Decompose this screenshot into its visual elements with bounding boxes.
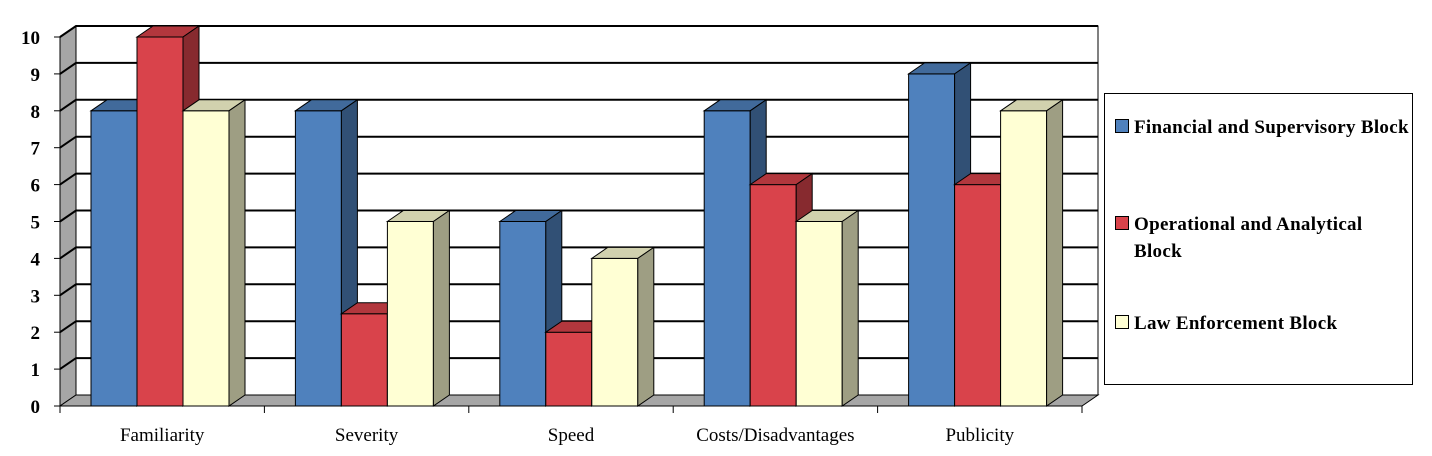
y-tick-label: 7 <box>31 139 41 160</box>
y-tick-label: 8 <box>31 102 41 123</box>
legend-label-financial: Financial and Supervisory Block <box>1134 117 1409 138</box>
gridline <box>59 61 1098 75</box>
y-tick-label: 5 <box>31 213 41 234</box>
category-label-severity: Severity <box>335 425 399 446</box>
bar-law-enforcement-block-publicity <box>998 98 1065 407</box>
category-label-costs-disadvantages: Costs/Disadvantages <box>696 425 854 446</box>
legend-swatch-financial <box>1115 119 1129 133</box>
y-tick-label: 6 <box>31 176 41 197</box>
bar-front <box>703 110 751 407</box>
bar-front <box>499 221 547 407</box>
legend-item-financial: Financial and Supervisory Block <box>1115 114 1414 141</box>
bar-law-enforcement-block-familiarity <box>181 98 247 407</box>
bar-front <box>908 73 956 407</box>
legend-label-operational: Operational and Analytical Block <box>1134 214 1363 262</box>
bar-front <box>545 331 593 407</box>
y-tick-label: 10 <box>21 28 40 49</box>
bar-front <box>954 184 1002 407</box>
bar-side <box>637 246 655 407</box>
legend-item-operational: Operational and Analytical Block <box>1115 211 1414 265</box>
category-label-speed: Speed <box>548 425 595 446</box>
legend-swatch-operational <box>1115 216 1129 230</box>
gridline <box>59 25 1098 38</box>
y-tick-label: 3 <box>31 286 41 307</box>
bar-side <box>1046 98 1064 407</box>
bar-front <box>591 257 639 407</box>
bar-front <box>294 110 342 407</box>
bar-law-enforcement-block-costs-disadvantages <box>794 209 860 407</box>
y-tick-label: 4 <box>31 249 41 270</box>
bar-front <box>90 110 138 407</box>
bar-front <box>340 313 388 407</box>
bar-side <box>841 209 859 407</box>
bar-front <box>749 184 797 407</box>
y-axis: 0 1 2 3 4 5 6 7 8 9 10 <box>21 28 61 418</box>
bar-side <box>228 98 246 407</box>
bar-front <box>386 221 434 407</box>
bar-law-enforcement-block-speed <box>590 246 656 407</box>
bar-front <box>136 36 184 407</box>
bar-front <box>1000 110 1048 407</box>
bar-front <box>795 221 843 407</box>
bars <box>89 25 1065 407</box>
y-tick-label: 0 <box>31 397 41 418</box>
bar-financial-and-supervisory-block-speed <box>498 209 564 407</box>
bar-side <box>432 209 450 407</box>
legend-swatch-law-enforcement <box>1115 315 1129 329</box>
y-tick-label: 1 <box>31 360 41 381</box>
bar-financial-and-supervisory-block-publicity <box>906 61 973 407</box>
legend-label-law-enforcement: Law Enforcement Block <box>1134 313 1338 334</box>
legend-item-law-enforcement: Law Enforcement Block <box>1115 310 1414 337</box>
category-label-familiarity: Familiarity <box>120 425 205 446</box>
x-axis: Familiarity Severity Speed Costs/Disadvanta… <box>59 405 1083 446</box>
y-tick-label: 2 <box>31 323 41 344</box>
category-label-publicity: Publicity <box>945 425 1014 446</box>
y-tick-label: 9 <box>31 65 41 86</box>
bar-law-enforcement-block-severity <box>385 209 452 407</box>
legend: Financial and Supervisory Block Operatio… <box>1104 93 1413 385</box>
bar-front <box>182 110 230 407</box>
